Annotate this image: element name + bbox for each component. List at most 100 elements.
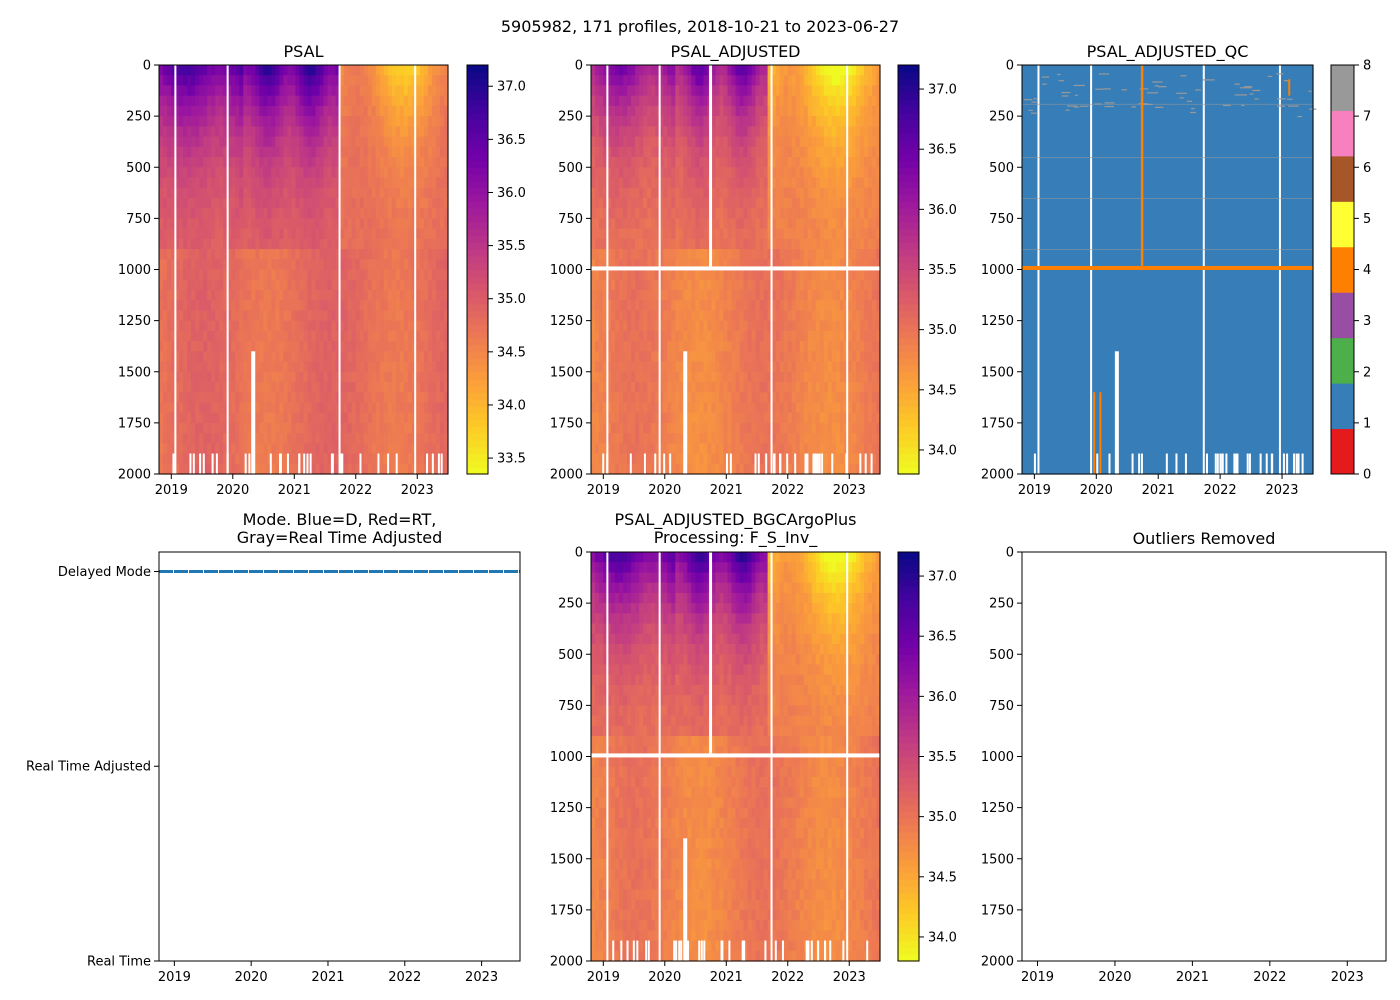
psal_adjusted-cell bbox=[727, 392, 732, 403]
psal-cell bbox=[159, 413, 164, 424]
psal-cell bbox=[191, 65, 196, 76]
psal-cell bbox=[163, 65, 168, 76]
psal_adjusted-cell bbox=[784, 249, 789, 260]
psal_adjusted-cell bbox=[679, 464, 684, 475]
psal-cell bbox=[368, 454, 373, 465]
psal-cell bbox=[291, 270, 296, 281]
psal-cell bbox=[356, 96, 361, 107]
psal-cell bbox=[432, 443, 437, 454]
psal-cell bbox=[372, 454, 377, 465]
psal-cell bbox=[328, 341, 333, 352]
psal-cell bbox=[432, 208, 437, 219]
psal-cell bbox=[251, 270, 256, 281]
psal-cell bbox=[304, 157, 309, 168]
psal-cell bbox=[372, 259, 377, 270]
psal-cell bbox=[408, 75, 413, 86]
psal_adjusted-cell bbox=[723, 218, 728, 229]
psal_adjusted-cell bbox=[675, 423, 680, 434]
psal-cell bbox=[388, 85, 393, 96]
psal_adjusted-cell bbox=[711, 239, 716, 250]
psal-cell bbox=[279, 147, 284, 158]
psal-cell bbox=[392, 321, 397, 332]
psal_adjusted-cell bbox=[748, 321, 753, 332]
psal_adjusted-cell bbox=[639, 464, 644, 475]
psal_adjusted-cell bbox=[740, 75, 745, 86]
psal-cell bbox=[324, 321, 329, 332]
psal-cell bbox=[304, 362, 309, 373]
psal-cell bbox=[259, 331, 264, 342]
psal-colorbar-step bbox=[467, 419, 488, 426]
psal_adjusted-cell bbox=[748, 218, 753, 229]
psal-cell bbox=[191, 392, 196, 403]
psal-cell bbox=[207, 392, 212, 403]
psal_adjusted-cell bbox=[756, 157, 761, 168]
psal-cell bbox=[215, 249, 220, 260]
psal_adjusted-cell bbox=[764, 75, 769, 86]
psal_adjusted-cell bbox=[744, 321, 749, 332]
psal-cell bbox=[179, 249, 184, 260]
psal_adjusted-cell bbox=[611, 116, 616, 127]
psal_adjusted-cell bbox=[699, 177, 704, 188]
psal_adjusted-cell bbox=[599, 229, 604, 240]
psal_adjusted-cell bbox=[715, 239, 720, 250]
psal-cell bbox=[291, 137, 296, 148]
psal-cell bbox=[215, 239, 220, 250]
psal_adjusted-cell bbox=[599, 65, 604, 76]
psal_adjusted-cell bbox=[748, 392, 753, 403]
psal_adjusted-cell bbox=[760, 167, 765, 178]
psal-colorbar-label: 35.5 bbox=[497, 239, 526, 254]
psal-cell bbox=[388, 382, 393, 393]
psal-cell bbox=[328, 259, 333, 270]
psal-cell bbox=[291, 280, 296, 291]
psal-cell bbox=[211, 290, 216, 301]
psal_adjusted-cell bbox=[651, 321, 656, 332]
psal-cell bbox=[316, 198, 321, 209]
psal_adjusted-cell bbox=[727, 372, 732, 383]
psal_adjusted-cell bbox=[683, 188, 688, 199]
psal_adjusted-cell bbox=[691, 372, 696, 383]
psal_adjusted-cell bbox=[736, 188, 741, 199]
psal-cell bbox=[287, 126, 292, 137]
psal_adjusted-cell bbox=[591, 239, 596, 250]
psal_adjusted-cell bbox=[780, 321, 785, 332]
psal-cell bbox=[235, 321, 240, 332]
psal_adjusted-cell bbox=[760, 402, 765, 413]
psal-cell bbox=[356, 106, 361, 117]
psal-cell bbox=[279, 239, 284, 250]
psal-cell bbox=[287, 157, 292, 168]
psal-cell bbox=[436, 167, 441, 178]
psal_adjusted-cell bbox=[619, 208, 624, 219]
psal_adjusted-cell bbox=[711, 116, 716, 127]
psal_adjusted-cell bbox=[663, 331, 668, 342]
psal-cell bbox=[299, 382, 304, 393]
psal_adjusted-cell bbox=[683, 167, 688, 178]
psal-cell bbox=[251, 249, 256, 260]
psal_adjusted-cell bbox=[663, 208, 668, 219]
psal-cell bbox=[332, 167, 337, 178]
psal_adjusted-cell bbox=[719, 208, 724, 219]
psal-cell bbox=[380, 188, 385, 199]
psal-cell bbox=[159, 464, 164, 475]
psal_adjusted-cell bbox=[719, 454, 724, 465]
psal_adjusted-cell bbox=[639, 310, 644, 321]
psal-cell bbox=[308, 65, 313, 76]
psal-cell bbox=[199, 402, 204, 413]
psal-cell bbox=[263, 259, 268, 270]
psal_adjusted-cell bbox=[736, 239, 741, 250]
psal-cell bbox=[159, 423, 164, 434]
psal-cell bbox=[404, 351, 409, 362]
psal_adjusted-cell bbox=[760, 433, 765, 444]
psal_adjusted-cell bbox=[623, 270, 628, 281]
psal_adjusted-cell bbox=[631, 188, 636, 199]
psal-cell bbox=[416, 402, 421, 413]
psal-cell bbox=[231, 157, 236, 168]
psal-cell bbox=[316, 413, 321, 424]
psal-cell bbox=[163, 239, 168, 250]
psal-cell bbox=[191, 310, 196, 321]
psal_adjusted-cell bbox=[740, 116, 745, 127]
psal-cell bbox=[267, 147, 272, 158]
psal_adjusted-cell bbox=[740, 454, 745, 465]
psal-cell bbox=[352, 126, 357, 137]
psal-cell bbox=[344, 229, 349, 240]
psal-cell bbox=[348, 85, 353, 96]
